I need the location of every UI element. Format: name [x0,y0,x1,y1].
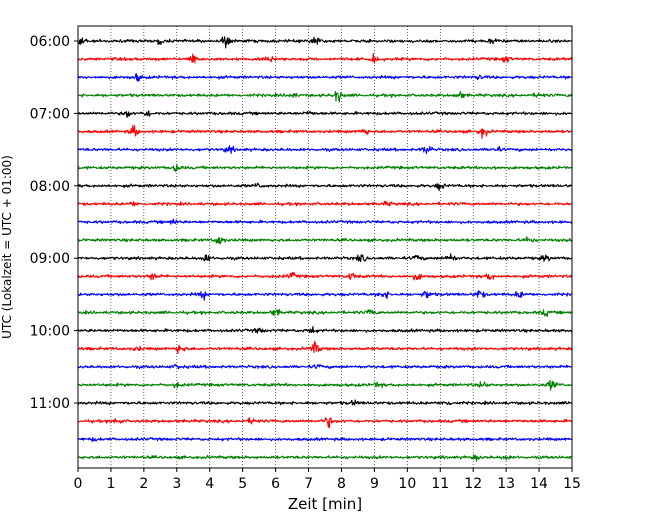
trace-row-3 [77,91,573,103]
trace-row-5 [77,124,573,139]
trace-row-11 [77,236,573,245]
trace-row-10 [77,218,573,225]
y-tick-label-07:00: 07:00 [30,106,70,122]
y-tick-label-10:00: 10:00 [30,324,70,340]
x-tick-label-5: 5 [238,476,247,492]
seismic-traces [77,36,573,462]
x-tick-label-13: 13 [497,476,515,492]
trace-row-16 [77,325,573,334]
x-tick-label-6: 6 [271,476,280,492]
x-tick-label-2: 2 [139,476,148,492]
x-tick-label-7: 7 [304,476,313,492]
trace-row-8 [77,182,573,191]
trace-row-19 [77,379,573,391]
x-tick-label-10: 10 [398,476,416,492]
trace-row-23 [77,453,573,462]
trace-row-14 [77,290,573,301]
trace-row-6 [77,145,573,155]
trace-row-22 [77,436,573,443]
y-tick-label-09:00: 09:00 [30,251,70,267]
x-tick-label-3: 3 [172,476,181,492]
trace-row-4 [77,110,573,119]
trace-row-9 [77,200,573,207]
x-tick-label-1: 1 [106,476,115,492]
trace-row-13 [77,271,573,281]
x-tick-label-4: 4 [205,476,214,492]
y-axis-ticks: 06:00 07:00 08:00 09:00 10:00 11:00 [30,34,78,412]
x-tick-label-9: 9 [370,476,379,492]
trace-row-2 [77,72,573,82]
y-tick-label-11:00: 11:00 [30,396,70,412]
x-axis-ticks: 0 1 2 3 4 5 6 7 8 9 10 11 12 13 14 15 [74,468,581,492]
x-tick-label-8: 8 [337,476,346,492]
trace-row-15 [77,308,573,318]
x-axis-label: Zeit [min] [288,495,362,513]
trace-row-17 [77,340,573,355]
plot-frame [77,25,573,469]
y-axis-label: UTC (Lokalzeit = UTC + 01:00) [0,155,14,339]
trace-row-20 [77,399,573,406]
x-tick-label-0: 0 [74,476,83,492]
trace-row-18 [77,363,573,370]
trace-row-12 [77,253,573,263]
x-tick-label-11: 11 [431,476,449,492]
trace-row-21 [77,417,573,429]
trace-row-7 [77,163,573,173]
x-tick-label-15: 15 [563,476,581,492]
x-tick-label-12: 12 [464,476,482,492]
y-tick-label-06:00: 06:00 [30,34,70,50]
y-tick-label-08:00: 08:00 [30,179,70,195]
trace-row-0 [77,36,573,49]
x-tick-label-14: 14 [530,476,548,492]
trace-row-1 [77,52,573,64]
